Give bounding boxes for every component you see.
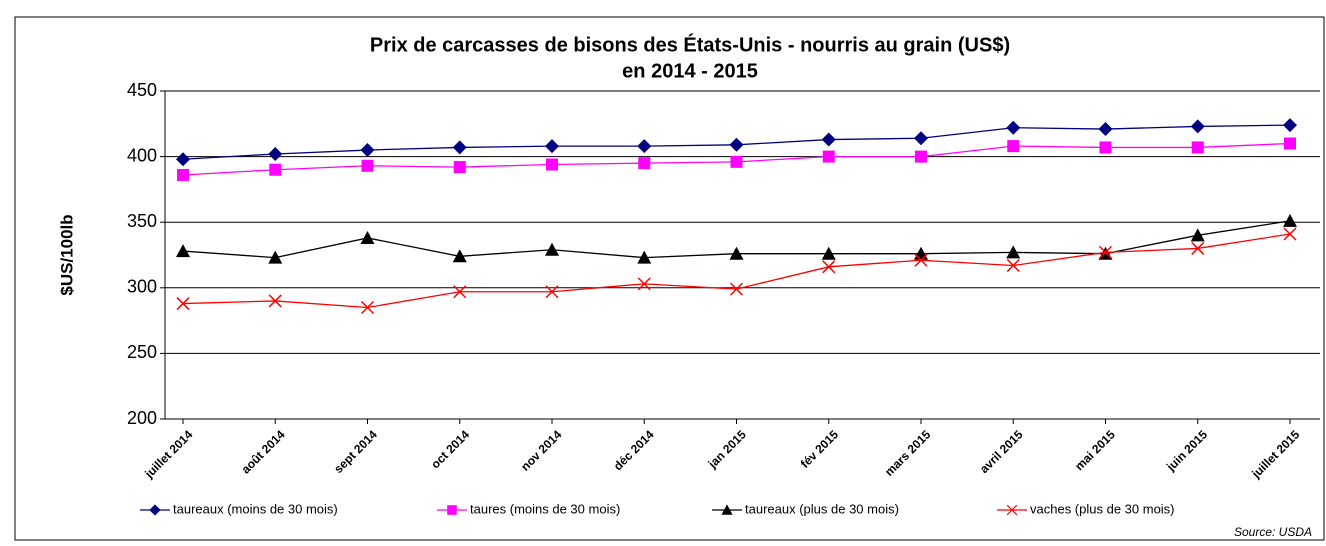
y-tick-label: 350 xyxy=(127,211,157,231)
marker xyxy=(914,131,928,146)
marker xyxy=(1284,137,1296,150)
marker xyxy=(721,504,733,515)
y-tick-label: 450 xyxy=(127,80,157,100)
marker xyxy=(1099,141,1112,154)
marker xyxy=(268,250,283,264)
marker xyxy=(915,150,927,163)
marker xyxy=(360,300,375,315)
marker xyxy=(1098,245,1113,259)
marker xyxy=(452,140,467,155)
marker xyxy=(1006,120,1021,135)
marker xyxy=(1098,122,1113,137)
y-tick-label: 200 xyxy=(127,408,157,428)
marker xyxy=(637,139,652,154)
chart-frame xyxy=(14,16,1325,541)
marker xyxy=(361,159,374,172)
marker xyxy=(1283,118,1297,133)
marker xyxy=(1007,140,1020,153)
chart-subtitle: en 2014 - 2015 xyxy=(622,60,758,82)
y-axis-label: $US/100lb xyxy=(57,214,76,295)
marker xyxy=(453,285,467,299)
marker xyxy=(1191,241,1205,255)
marker xyxy=(637,277,651,291)
marker xyxy=(360,230,375,244)
marker xyxy=(1283,213,1297,227)
legend-label: taureaux (moins de 30 mois) xyxy=(173,501,338,516)
marker xyxy=(1190,119,1205,134)
marker xyxy=(269,163,282,176)
marker xyxy=(545,139,559,154)
marker xyxy=(821,132,836,147)
marker xyxy=(546,158,558,171)
marker xyxy=(821,246,836,260)
marker xyxy=(1006,504,1018,516)
marker xyxy=(914,253,928,267)
marker xyxy=(452,249,467,263)
legend-label: vaches (plus de 30 mois) xyxy=(1030,501,1175,516)
marker xyxy=(638,157,651,170)
marker xyxy=(176,244,190,258)
y-tick-label: 400 xyxy=(127,145,157,165)
marker xyxy=(360,143,375,158)
marker xyxy=(176,152,190,167)
marker xyxy=(637,250,652,264)
marker xyxy=(730,155,743,168)
marker xyxy=(729,246,744,260)
legend-label: taureaux (plus de 30 mois) xyxy=(745,501,899,516)
marker xyxy=(1190,228,1205,242)
marker xyxy=(453,161,466,174)
marker xyxy=(822,150,835,163)
marker xyxy=(729,137,744,152)
marker xyxy=(268,294,282,308)
marker xyxy=(822,260,836,274)
marker xyxy=(1006,258,1020,273)
marker xyxy=(176,297,190,311)
y-tick-label: 300 xyxy=(127,277,157,297)
legend-label: taures (moins de 30 mois) xyxy=(470,501,620,516)
source: Source: USDA xyxy=(1234,525,1312,539)
chart-title: Prix de carcasses de bisons des États-Un… xyxy=(370,33,1010,56)
marker xyxy=(545,285,559,299)
marker xyxy=(1191,141,1204,154)
marker xyxy=(1006,245,1021,259)
marker xyxy=(268,146,283,161)
y-tick-label: 250 xyxy=(127,342,157,362)
marker xyxy=(177,168,189,181)
marker xyxy=(545,242,559,256)
marker xyxy=(1283,227,1297,241)
marker xyxy=(447,505,457,515)
marker xyxy=(729,282,744,296)
